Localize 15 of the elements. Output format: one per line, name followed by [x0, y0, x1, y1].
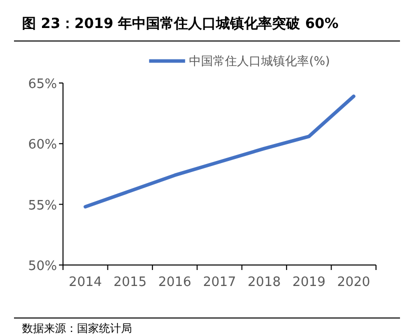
x-tick-label: 2018	[248, 275, 281, 290]
x-tick-label: 2020	[337, 275, 370, 290]
line-series	[84, 94, 356, 209]
x-tick-label: 2017	[202, 275, 236, 290]
x-tick-label: 2014	[68, 275, 102, 290]
y-tick-label: 60%	[28, 138, 57, 153]
y-tick-label: 65%	[28, 77, 57, 92]
x-tick-label: 2019	[292, 275, 326, 290]
source-note: 数据来源：国家统计局	[22, 322, 132, 335]
x-tick-label: 2016	[158, 275, 192, 290]
legend-label: 中国常住人口城镇化率(%)	[189, 54, 330, 68]
chart-title: 图 23：2019 年中国常住人口城镇化率突破 60%	[22, 15, 339, 32]
y-tick-label: 55%	[28, 198, 57, 214]
y-tick-label: 50%	[28, 259, 57, 274]
x-tick-label: 2015	[114, 275, 147, 290]
